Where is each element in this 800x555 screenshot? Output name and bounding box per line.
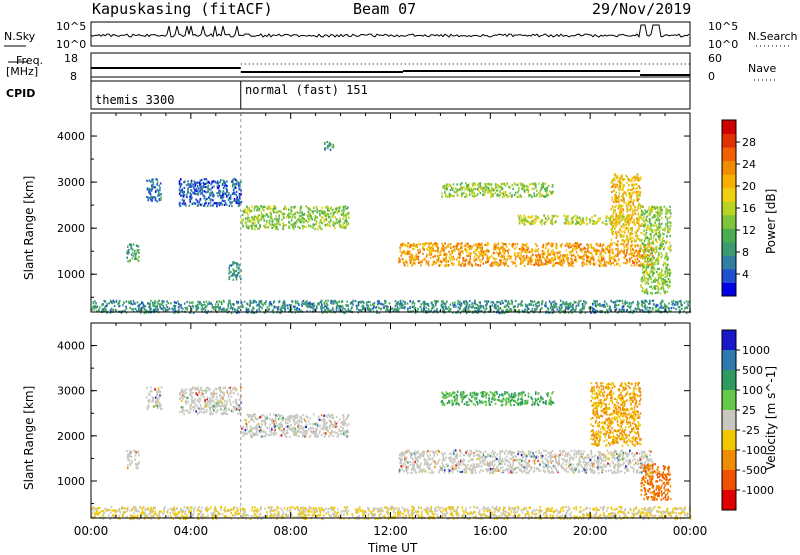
power-colorbar-segment bbox=[722, 228, 736, 242]
velocity-colorbar-tick-label: -100 bbox=[742, 444, 767, 457]
velocity-colorbar-segment bbox=[722, 490, 736, 511]
velocity-colorbar-tick-label: 100 bbox=[742, 384, 763, 397]
velocity-colorbar-tick-label: -500 bbox=[742, 464, 767, 477]
velocity-colorbar-segment bbox=[722, 430, 736, 451]
velocity-colorbar-segment bbox=[722, 350, 736, 371]
velocity-colorbar-tick-label: 1000 bbox=[742, 344, 770, 357]
xtick-label: 00:00 bbox=[673, 524, 708, 538]
power-cells bbox=[91, 141, 691, 314]
region-8 bbox=[441, 182, 554, 198]
power-colorbar-segment bbox=[722, 282, 736, 296]
axes: 1000 2000 3000 4000 1000 2000 3000 4000 00:00 04:… bbox=[57, 113, 707, 538]
nsky-frame bbox=[91, 22, 690, 46]
power-colorbar-tick-label: 28 bbox=[742, 136, 756, 149]
colorbars: 4 8 12 16 20 24 28 1000 500 100 25 -25 -100 -500 -1000 bbox=[722, 120, 774, 511]
region-10 bbox=[610, 173, 641, 244]
region-6 bbox=[324, 141, 334, 151]
nsky-trace bbox=[91, 25, 689, 44]
velocity-colorbar-segment bbox=[722, 450, 736, 471]
velocity-panel bbox=[91, 382, 691, 520]
ytick-label: 1000 bbox=[57, 475, 85, 488]
ytick-label: 2000 bbox=[57, 430, 85, 443]
power-colorbar-segment bbox=[722, 242, 736, 256]
power-colorbar-segment bbox=[722, 147, 736, 161]
xtick-label: 00:00 bbox=[74, 524, 109, 538]
region-6 bbox=[441, 391, 555, 407]
power-colorbar-segment bbox=[722, 161, 736, 175]
region-4 bbox=[228, 261, 242, 281]
region-5 bbox=[241, 205, 350, 230]
ytick-label: 2000 bbox=[57, 222, 85, 235]
power-colorbar-segment bbox=[722, 134, 736, 148]
power-colorbar-segment bbox=[722, 255, 736, 269]
ytick-label: 4000 bbox=[57, 130, 85, 143]
velocity-colorbar-tick-label: -1000 bbox=[742, 484, 774, 497]
power-colorbar-segment bbox=[722, 215, 736, 229]
power-colorbar-segment bbox=[722, 188, 736, 202]
power-colorbar-tick-label: 20 bbox=[742, 180, 756, 193]
region-1 bbox=[126, 243, 140, 262]
velocity-colorbar-tick-label: -25 bbox=[742, 424, 760, 437]
velocity-colorbar-tick-label: 25 bbox=[742, 404, 756, 417]
power-colorbar-tick-label: 4 bbox=[742, 268, 749, 281]
velocity-colorbar-segment bbox=[722, 390, 736, 411]
region-2 bbox=[146, 386, 163, 410]
power-colorbar-segment bbox=[722, 174, 736, 188]
velocity-frame bbox=[91, 323, 690, 518]
region-3 bbox=[179, 386, 242, 415]
power-frame bbox=[91, 113, 690, 312]
power-colorbar-tick-label: 8 bbox=[742, 246, 749, 259]
status-panels bbox=[4, 22, 790, 109]
ytick-label: 3000 bbox=[57, 176, 85, 189]
region-5 bbox=[398, 449, 653, 474]
region-4 bbox=[241, 413, 350, 438]
power-colorbar-tick-label: 24 bbox=[742, 158, 756, 171]
power-colorbar-segment bbox=[722, 269, 736, 283]
velocity-colorbar-segment bbox=[722, 330, 736, 351]
xtick-label: 20:00 bbox=[573, 524, 608, 538]
power-colorbar-segment bbox=[722, 201, 736, 215]
region-7 bbox=[590, 382, 641, 447]
xtick-label: 04:00 bbox=[174, 524, 209, 538]
velocity-colorbar-tick-label: 500 bbox=[742, 364, 763, 377]
cpid-frame bbox=[91, 81, 690, 109]
velocity-colorbar-segment bbox=[722, 370, 736, 391]
xtick-label: 12:00 bbox=[373, 524, 408, 538]
region-2 bbox=[146, 178, 162, 202]
velocity-cells bbox=[91, 382, 691, 520]
power-panel bbox=[91, 141, 691, 314]
region-9 bbox=[518, 214, 629, 225]
xtick-label: 08:00 bbox=[273, 524, 308, 538]
region-7 bbox=[398, 242, 654, 267]
ytick-label: 3000 bbox=[57, 385, 85, 398]
power-colorbar-tick-label: 12 bbox=[742, 224, 756, 237]
ytick-label: 4000 bbox=[57, 340, 85, 353]
power-colorbar-tick-label: 16 bbox=[742, 202, 756, 215]
ytick-label: 1000 bbox=[57, 268, 85, 281]
region-1 bbox=[126, 449, 140, 469]
velocity-colorbar-segment bbox=[722, 410, 736, 431]
velocity-colorbar-segment bbox=[722, 470, 736, 491]
power-colorbar-segment bbox=[722, 120, 736, 134]
xtick-label: 16:00 bbox=[473, 524, 508, 538]
region-3 bbox=[179, 178, 243, 208]
